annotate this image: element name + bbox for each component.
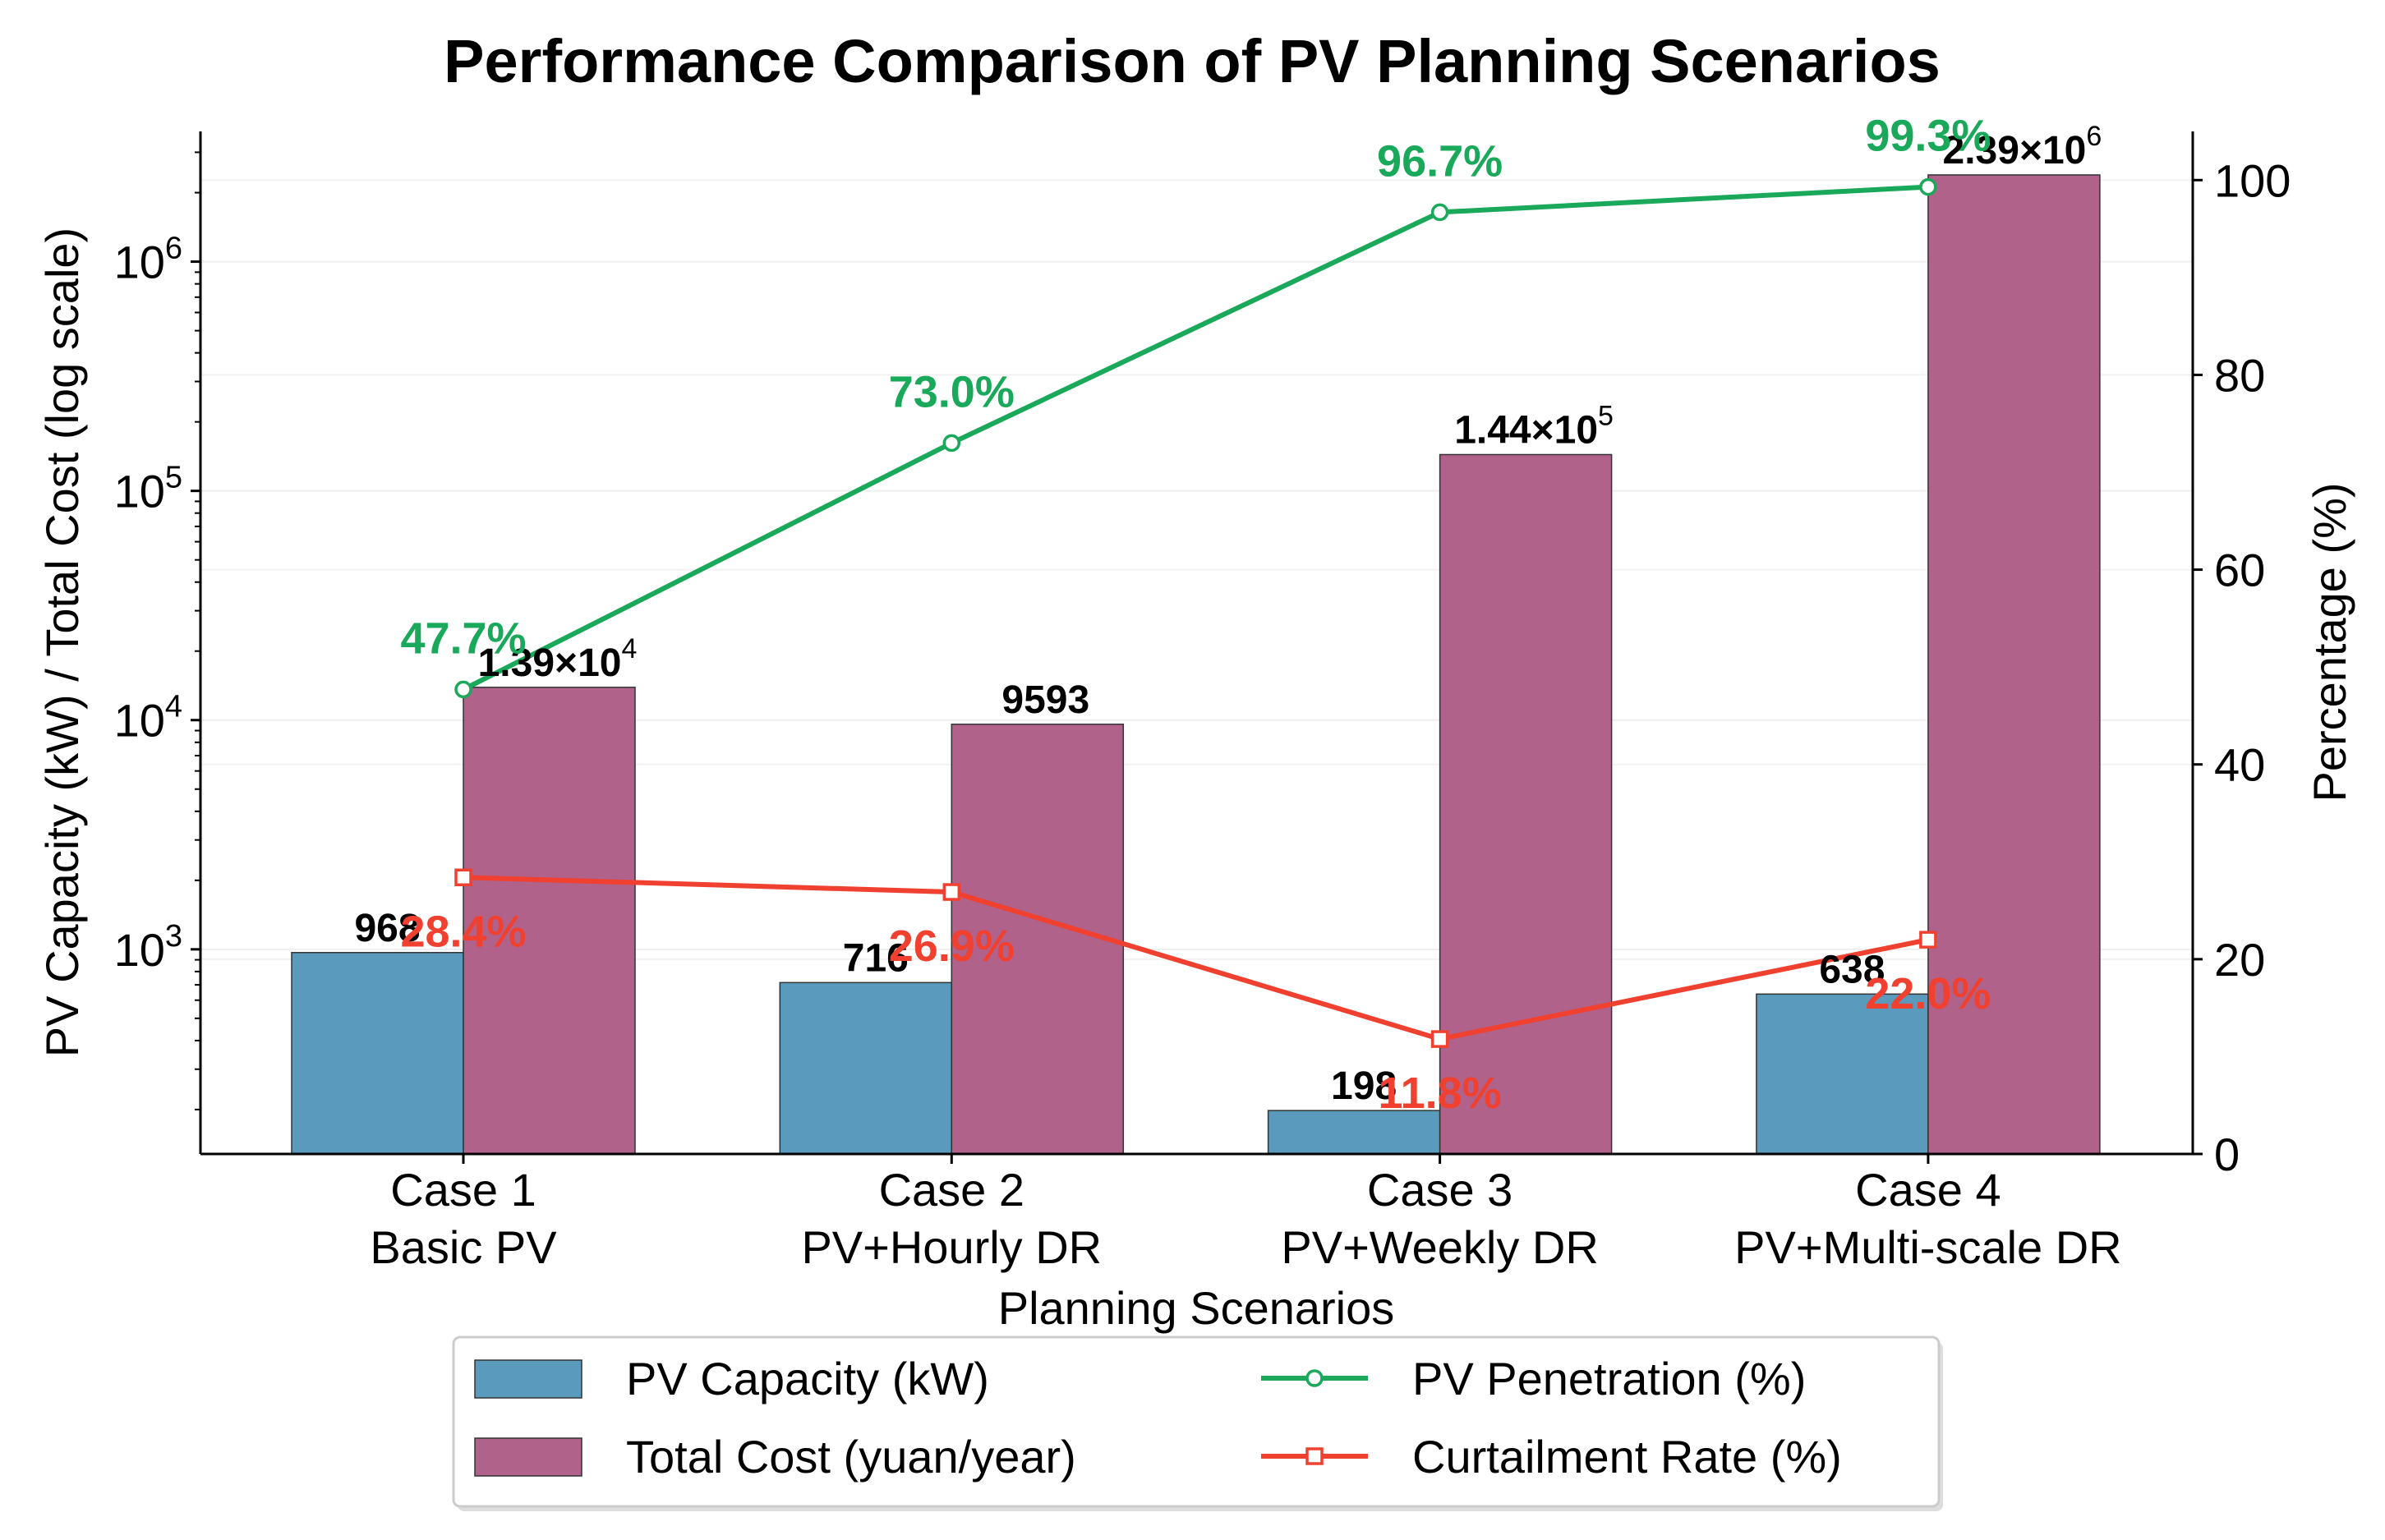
lines (454, 177, 1937, 1048)
bar-value-label: 638 (1819, 948, 1885, 991)
y-tick-base: 10 (114, 695, 165, 747)
legend-label: PV Penetration (%) (1412, 1353, 1806, 1404)
legend-label: Total Cost (yuan/year) (626, 1431, 1076, 1483)
bar-value-text: 638 (1819, 948, 1885, 991)
bar-value-exp: 6 (2086, 121, 2102, 152)
y-tick-exp: 6 (165, 232, 182, 266)
bar-value-text: 968 (354, 907, 420, 950)
y-tick-exp: 5 (165, 461, 182, 495)
x-tick-label: PV+Multi-scale DR (1734, 1221, 2121, 1273)
bar-pv-capacity (291, 952, 464, 1155)
bar-value-text: 716 (843, 936, 909, 980)
bar-value-label: 716 (843, 936, 909, 980)
x-tick-label: Case 4 (1855, 1164, 2001, 1216)
bar-value-text: 198 (1331, 1064, 1397, 1108)
circle-marker (1430, 203, 1449, 222)
data-labels: 968 716 198 638 1.39×104 9593 1.44×105 2.39×106… (354, 112, 2102, 1118)
line-pv-penetration (462, 184, 1929, 692)
legend-swatch (474, 1437, 582, 1477)
y-axis-right-label: Percentage (%) (2304, 482, 2355, 802)
legend-square-marker (1305, 1447, 1324, 1465)
percent-label: 73.0% (889, 367, 1015, 416)
y-tick-exp: 3 (165, 919, 182, 954)
bar-total-cost (951, 724, 1125, 1155)
bar-pv-capacity (779, 981, 953, 1155)
bar-value-text: 1.39×10 (478, 641, 622, 685)
y-right-tick-label: 40 (2214, 739, 2265, 791)
percent-label: 22.0% (1865, 969, 1991, 1018)
y-tick-label: 103 (114, 919, 182, 976)
chart-title: Performance Comparison of PV Planning Sc… (444, 27, 1941, 95)
legend-label: PV Capacity (kW) (626, 1353, 989, 1404)
y-tick-base: 10 (114, 466, 165, 517)
circle-marker (454, 680, 472, 699)
y-tick-label: 105 (114, 461, 182, 517)
legend-box (452, 1335, 1941, 1508)
bar-value-exp: 5 (1598, 400, 1614, 431)
legend-label: Curtailment Rate (%) (1412, 1431, 1842, 1483)
square-marker (1430, 1030, 1449, 1048)
bar-value-label: 968 (354, 907, 420, 950)
bar-total-cost (1927, 174, 2101, 1155)
y-tick-exp: 4 (165, 690, 182, 724)
y-tick-base: 10 (114, 924, 165, 976)
bar-value-label: 1.44×105 (1454, 400, 1614, 452)
y-tick-label: 104 (114, 690, 182, 747)
bar-value-text: 2.39×10 (1943, 129, 2087, 172)
y-axis-label: PV Capacity (kW) / Total Cost (log scale… (36, 228, 88, 1057)
y-tick-label: 106 (114, 232, 182, 288)
circle-marker (942, 434, 961, 453)
x-tick-label: Case 3 (1367, 1164, 1512, 1216)
line-curtailment-rate (463, 875, 1929, 1042)
bar-value-exp: 4 (621, 633, 637, 664)
y-tick-base: 10 (114, 237, 165, 288)
square-marker (1919, 931, 1937, 949)
y-right-tick-label: 60 (2214, 545, 2265, 596)
bar-total-cost (1439, 453, 1613, 1155)
y-right-tick-label: 0 (2214, 1129, 2240, 1180)
bar-value-label: 2.39×106 (1943, 121, 2102, 172)
percent-label: 47.7% (400, 614, 526, 663)
x-tick-label: Basic PV (370, 1221, 557, 1273)
legend-circle-marker (1305, 1369, 1324, 1387)
percent-label: 96.7% (1377, 136, 1503, 186)
y-right-tick-label: 80 (2214, 349, 2265, 401)
bars (291, 174, 2101, 1155)
x-tick-label: PV+Weekly DR (1281, 1221, 1598, 1273)
percent-label: 99.3% (1865, 112, 1991, 161)
legend: PV Capacity (kW) Total Cost (yuan/year) PV… (452, 1335, 1943, 1511)
bar-value-text: 1.44×10 (1454, 408, 1598, 452)
percent-label: 26.9% (889, 922, 1015, 971)
bar-value-label: 198 (1331, 1064, 1397, 1108)
bar-value-label: 1.39×104 (478, 633, 638, 685)
y-right-tick-label: 100 (2214, 154, 2291, 206)
percent-label: 28.4% (400, 907, 526, 956)
bar-value-label: 9593 (1001, 678, 1089, 722)
x-tick-label: Case 2 (879, 1164, 1024, 1216)
bar-value-text: 9593 (1001, 678, 1089, 722)
y-right-tick-label: 20 (2214, 934, 2265, 986)
x-tick-label: Case 1 (390, 1164, 536, 1216)
x-axis-label: Planning Scenarios (998, 1282, 1395, 1334)
legend-swatch (474, 1359, 582, 1399)
square-marker (942, 883, 961, 901)
percent-label: 11.8% (1379, 1069, 1502, 1118)
square-marker (454, 868, 472, 887)
circle-marker (1919, 177, 1937, 196)
x-tick-label: PV+Hourly DR (801, 1221, 1102, 1273)
